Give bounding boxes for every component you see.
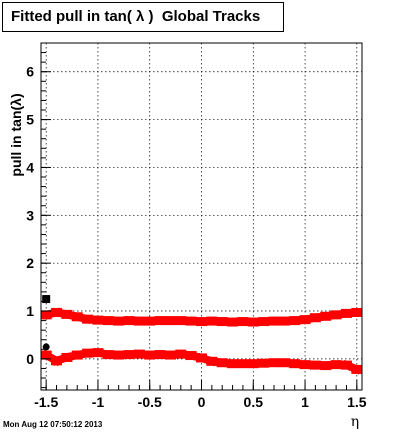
x-tick-label: 1.5 xyxy=(347,394,367,410)
x-tick-label: -1.5 xyxy=(34,394,58,410)
data-point xyxy=(42,295,51,304)
y-tick-label: 3 xyxy=(26,207,34,223)
data-point xyxy=(351,364,363,374)
chart-title: Fitted pull in tan( λ ) Global Tracks xyxy=(2,2,284,32)
y-tick-label: 1 xyxy=(26,303,34,319)
axis-ticks xyxy=(41,52,358,390)
y-tick-label: 6 xyxy=(26,64,34,80)
tick-labels: -1.5 -1 -0.5 0 0.5 1 1.5 0 1 2 3 4 5 6 xyxy=(26,64,367,410)
data-point xyxy=(42,343,50,351)
x-axis-label: η xyxy=(351,414,359,430)
x-tick-label: 1 xyxy=(301,394,309,410)
x-tick-label: 0.5 xyxy=(244,394,264,410)
grid xyxy=(41,43,362,390)
y-tick-label: 0 xyxy=(26,351,34,367)
x-tick-label: -1 xyxy=(92,394,105,410)
y-tick-label: 4 xyxy=(26,159,34,175)
data-points xyxy=(40,295,363,375)
y-axis-label: pull in tan(λ) xyxy=(8,93,24,176)
data-point xyxy=(351,307,363,317)
y-tick-label: 5 xyxy=(26,112,34,128)
y-tick-label: 2 xyxy=(26,255,34,271)
timestamp: Mon Aug 12 07:50:12 2013 xyxy=(3,420,103,429)
x-tick-label: -0.5 xyxy=(138,394,162,410)
x-tick-label: 0 xyxy=(198,394,206,410)
